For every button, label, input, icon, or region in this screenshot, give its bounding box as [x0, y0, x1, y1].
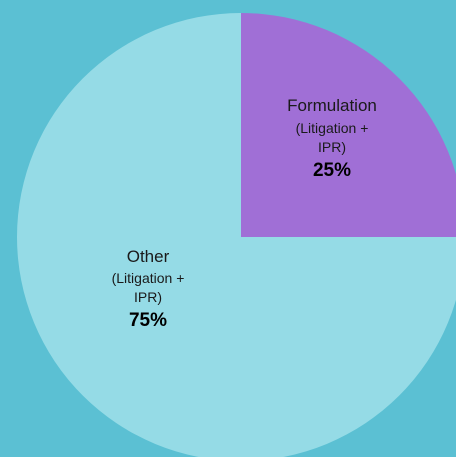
pie-labels: Formulation (Litigation + IPR) 25% Other…	[112, 96, 377, 331]
pie-slice-other	[17, 13, 456, 457]
slice-label-other: Other (Litigation + IPR) 75%	[112, 247, 185, 331]
slice-subtitle-other-line1: (Litigation +	[112, 270, 185, 286]
slice-subtitle-other-line2: IPR)	[134, 289, 162, 305]
slice-subtitle-formulation-line1: (Litigation +	[296, 120, 369, 136]
pie-slices	[17, 13, 456, 457]
slice-label-formulation: Formulation (Litigation + IPR) 25%	[287, 96, 377, 181]
slice-name-formulation: Formulation	[287, 96, 377, 115]
slice-value-other: 75%	[129, 310, 167, 331]
slice-name-other: Other	[127, 247, 170, 266]
slice-value-formulation: 25%	[313, 160, 351, 181]
slice-subtitle-formulation-line2: IPR)	[318, 139, 346, 155]
pie-slice-formulation	[241, 13, 456, 237]
